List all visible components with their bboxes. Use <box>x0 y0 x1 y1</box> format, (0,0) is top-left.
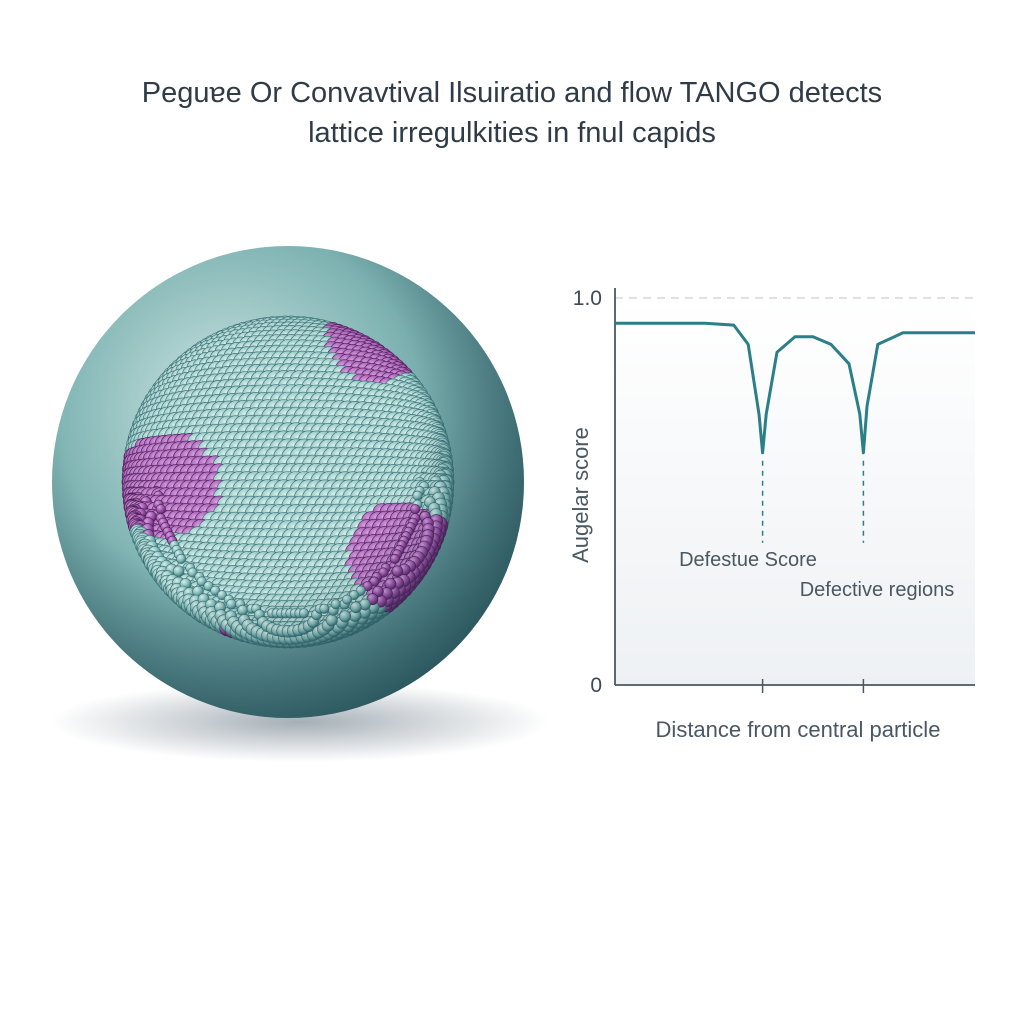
annotation: Defective regions <box>800 579 955 601</box>
data-line <box>615 321 975 455</box>
y-tick-label: 1.0 <box>573 287 602 310</box>
annotation: Defestue Score <box>679 549 817 571</box>
y-tick-label: 0 <box>590 674 602 697</box>
sphere-shadow <box>50 682 550 762</box>
chart: 01.0 <box>573 287 975 697</box>
sphere-shading <box>52 246 524 718</box>
title-line: Peguɐe Or Convavtival Ilsuiratio and flo… <box>142 77 882 109</box>
x-axis-label: Distance from central particle <box>656 717 941 742</box>
y-axis-label: Augelar score <box>568 427 593 563</box>
plot-area <box>615 298 975 685</box>
title-line: lattice irregulkities in fnul capids <box>308 117 716 149</box>
